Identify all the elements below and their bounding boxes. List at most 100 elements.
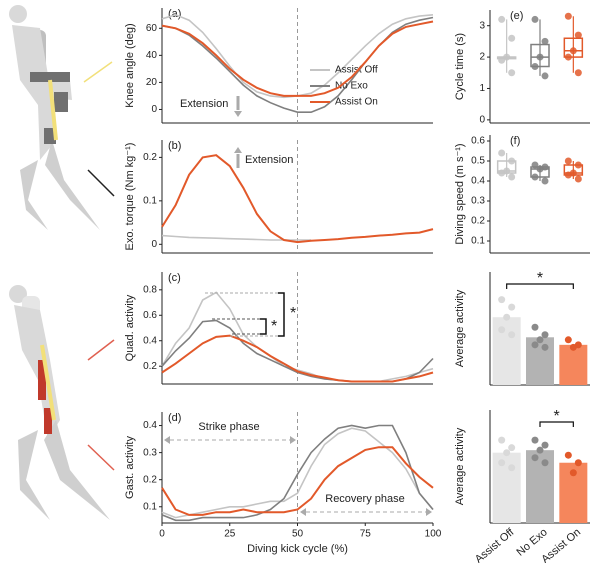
x-tick-label: 50 — [292, 529, 304, 540]
data-point — [498, 326, 506, 334]
bar — [492, 452, 521, 523]
data-point — [569, 469, 577, 477]
data-point — [531, 454, 539, 462]
panel-label: (a) — [168, 8, 181, 20]
y-tick-label: 0 — [479, 115, 485, 126]
legend-label: Assist Off — [335, 65, 378, 76]
y-axis-label: Cycle time (s) — [454, 33, 466, 100]
data-point — [531, 341, 539, 349]
y-tick-label: 0.4 — [471, 176, 485, 187]
data-point — [498, 459, 506, 467]
y-tick-label: 0.6 — [471, 136, 485, 147]
panel-label: (b) — [168, 140, 181, 152]
annotation: * — [537, 270, 543, 287]
legend-label: Assist On — [335, 97, 378, 108]
data-point — [531, 323, 539, 331]
data-point — [541, 331, 549, 339]
y-tick-label: 0.2 — [143, 361, 157, 372]
bar — [526, 337, 554, 385]
data-point — [508, 331, 516, 339]
y-tick-label: 0.1 — [143, 195, 157, 206]
data-point — [541, 37, 549, 45]
data-point — [541, 177, 549, 185]
y-axis-label: Diving speed (m s⁻¹) — [454, 143, 466, 244]
data-point — [541, 72, 549, 80]
data-point — [564, 451, 572, 459]
y-tick-label: 0.3 — [471, 196, 485, 207]
y-axis-label: Gast. activity — [124, 436, 136, 499]
data-point — [574, 175, 582, 183]
data-point — [508, 34, 516, 42]
legend-label: No Exo — [335, 81, 368, 92]
data-point — [508, 173, 516, 181]
y-tick-label: 60 — [146, 23, 158, 34]
data-point — [498, 149, 506, 157]
data-point — [503, 313, 511, 321]
panel-label: (c) — [168, 272, 181, 284]
diver-illustration-bottom — [9, 285, 115, 520]
y-tick-label: 0 — [151, 239, 157, 250]
y-tick-label: 0 — [151, 104, 157, 115]
annotation: Recovery phase — [325, 493, 405, 505]
x-axis-label: Diving kick cycle (%) — [247, 543, 348, 555]
x-tick-label: 25 — [224, 529, 236, 540]
data-point — [541, 459, 549, 467]
data-point — [541, 441, 549, 449]
y-tick-label: 0.3 — [143, 447, 157, 458]
data-point — [564, 157, 572, 165]
series-line — [161, 424, 434, 522]
data-point — [574, 459, 582, 467]
data-point — [564, 336, 572, 344]
series-line — [161, 154, 434, 244]
y-tick-label: 0.6 — [143, 310, 157, 321]
y-tick-label: 0.5 — [471, 156, 485, 167]
box — [563, 164, 584, 176]
data-point — [508, 303, 516, 311]
data-point — [536, 446, 544, 454]
data-point — [541, 343, 549, 351]
x-tick-label: 0 — [159, 529, 165, 540]
bar — [492, 317, 521, 385]
series-line — [161, 334, 434, 383]
y-axis-label: Average activity — [454, 289, 466, 367]
annotation: Strike phase — [198, 421, 259, 433]
series-line — [161, 446, 434, 516]
series-line — [161, 20, 434, 97]
box — [496, 160, 517, 174]
box — [530, 166, 550, 178]
data-point — [564, 12, 572, 20]
data-point — [503, 449, 511, 457]
significance-bracket — [539, 421, 574, 427]
bracket — [260, 318, 267, 335]
y-tick-label: 0.8 — [143, 284, 157, 295]
y-axis-label: Average activity — [454, 427, 466, 505]
annotation: Extension — [180, 98, 228, 110]
y-tick-label: 3 — [479, 20, 485, 31]
y-tick-label: 0.2 — [143, 152, 157, 163]
diver-illustration-top — [9, 5, 115, 230]
y-tick-label: 2 — [479, 52, 485, 63]
arrow-head — [300, 508, 306, 516]
y-tick-label: 40 — [146, 50, 158, 61]
arrow-head — [234, 111, 242, 117]
annotation: * — [271, 318, 277, 335]
arrow-head — [426, 508, 432, 516]
panel-label: (f) — [510, 135, 520, 147]
data-point — [531, 15, 539, 23]
y-tick-label: 1 — [479, 83, 485, 94]
y-tick-label: 0.2 — [471, 216, 485, 227]
y-tick-label: 0.1 — [471, 236, 485, 247]
data-point — [574, 69, 582, 77]
y-axis-label: Exo. torque (Nm kg⁻¹) — [124, 143, 136, 251]
arrow-head — [164, 436, 170, 444]
arrow-head — [234, 147, 242, 153]
data-point — [508, 69, 516, 77]
bracket — [278, 292, 285, 337]
y-tick-label: 0.4 — [143, 420, 157, 431]
series-line — [161, 13, 434, 99]
bar — [526, 450, 554, 523]
data-point — [574, 31, 582, 39]
data-point — [498, 436, 506, 444]
box — [530, 43, 550, 68]
